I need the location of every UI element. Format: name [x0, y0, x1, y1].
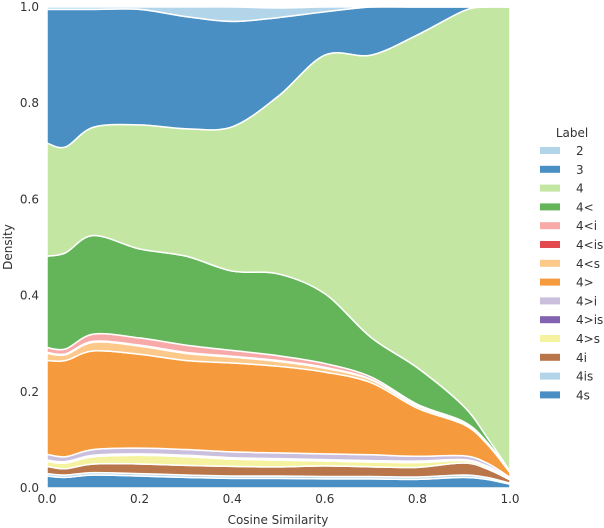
legend-label: 4 — [576, 182, 584, 196]
legend-swatch — [540, 391, 560, 399]
legend-label: 4s — [576, 388, 590, 402]
x-tick-label: 1.0 — [500, 492, 519, 506]
legend-swatch — [540, 165, 560, 173]
y-axis-label: Density — [1, 224, 15, 270]
legend-label: 4<i — [576, 219, 597, 233]
legend-swatch — [540, 297, 560, 305]
legend-label: 4< — [576, 200, 594, 214]
legend-label: 2 — [576, 144, 584, 158]
x-axis-ticks: 0.0 0.2 0.4 0.6 0.8 1.0 — [37, 492, 519, 506]
legend-label: 4<s — [576, 257, 600, 271]
x-axis-label: Cosine Similarity — [228, 513, 329, 527]
legend-title: Label — [556, 126, 588, 140]
y-tick-label: 0.4 — [20, 289, 39, 303]
legend: Label 2 3 4 4< 4<i 4<is 4<s 4> 4>i 4>is 4>s 4i 4is 4s — [540, 126, 603, 402]
legend-label: 4> — [576, 276, 594, 290]
legend-label: 4>i — [576, 294, 597, 308]
y-axis-ticks: 0.0 0.2 0.4 0.6 0.8 1.0 — [20, 0, 39, 495]
x-tick-label: 0.0 — [37, 492, 56, 506]
x-tick-label: 0.2 — [130, 492, 149, 506]
legend-swatch — [540, 241, 560, 248]
legend-label: 4>is — [576, 313, 603, 327]
legend-swatch — [540, 335, 560, 342]
area-layers — [46, 5, 511, 489]
legend-swatch — [540, 203, 560, 211]
legend-swatch — [540, 147, 560, 154]
legend-label: 4>s — [576, 332, 600, 346]
y-tick-label: 1.0 — [20, 0, 39, 14]
y-tick-label: 0.6 — [20, 192, 39, 206]
legend-swatch — [540, 372, 560, 380]
legend-swatch — [540, 222, 560, 230]
legend-label: 4is — [576, 370, 593, 384]
legend-swatch — [540, 353, 560, 361]
legend-label: 4i — [576, 351, 587, 365]
y-tick-label: 0.8 — [20, 96, 39, 110]
x-tick-label: 0.8 — [408, 492, 427, 506]
legend-label: 3 — [576, 163, 584, 177]
legend-swatch — [540, 184, 560, 192]
legend-label: 4<is — [576, 238, 603, 252]
legend-swatch — [540, 278, 560, 286]
legend-swatch — [540, 259, 560, 267]
area-2 — [46, 5, 511, 23]
x-tick-label: 0.4 — [223, 492, 242, 506]
y-tick-label: 0.0 — [20, 481, 39, 495]
x-tick-label: 0.6 — [315, 492, 334, 506]
legend-swatch — [540, 316, 560, 324]
y-tick-label: 0.2 — [20, 385, 39, 399]
